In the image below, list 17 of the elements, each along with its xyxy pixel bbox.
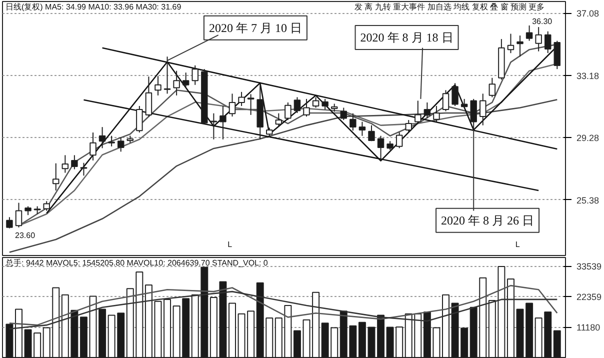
- annotation: L: [515, 240, 520, 250]
- annotation: L: [228, 240, 233, 250]
- annotation: 2020 年 7 月 10 日: [208, 20, 302, 35]
- annotation: 36.30: [532, 16, 553, 26]
- annotation: 2020 年 8 月 26 日: [441, 213, 534, 228]
- y-tick-label: 29.28: [576, 133, 600, 144]
- annotation: 日线(复权) MA5: 34.99 MA10: 33.96 MA30: 31.69: [6, 2, 182, 12]
- annotation: 发 离 九转 重大事件 加自选 均线 复权 叠 窗 预测 更多: [354, 2, 545, 12]
- y-tick-label: 37.08: [576, 8, 600, 18]
- y-tick-label: 11180: [576, 322, 600, 333]
- y-tick-label: 33539: [576, 262, 602, 272]
- y-tick-label: 22359: [576, 292, 602, 302]
- annotation: 23.60: [15, 230, 36, 240]
- annotation: 2020 年 8 月 18 日: [360, 30, 454, 44]
- annotation: 总手: 9442 MAVOL5: 1545205.80 MAVOL10: 2064639.70 STAND_VOL: 0: [4, 258, 268, 268]
- y-tick-label: 33.18: [576, 70, 600, 81]
- y-tick-label: 25.38: [576, 195, 600, 206]
